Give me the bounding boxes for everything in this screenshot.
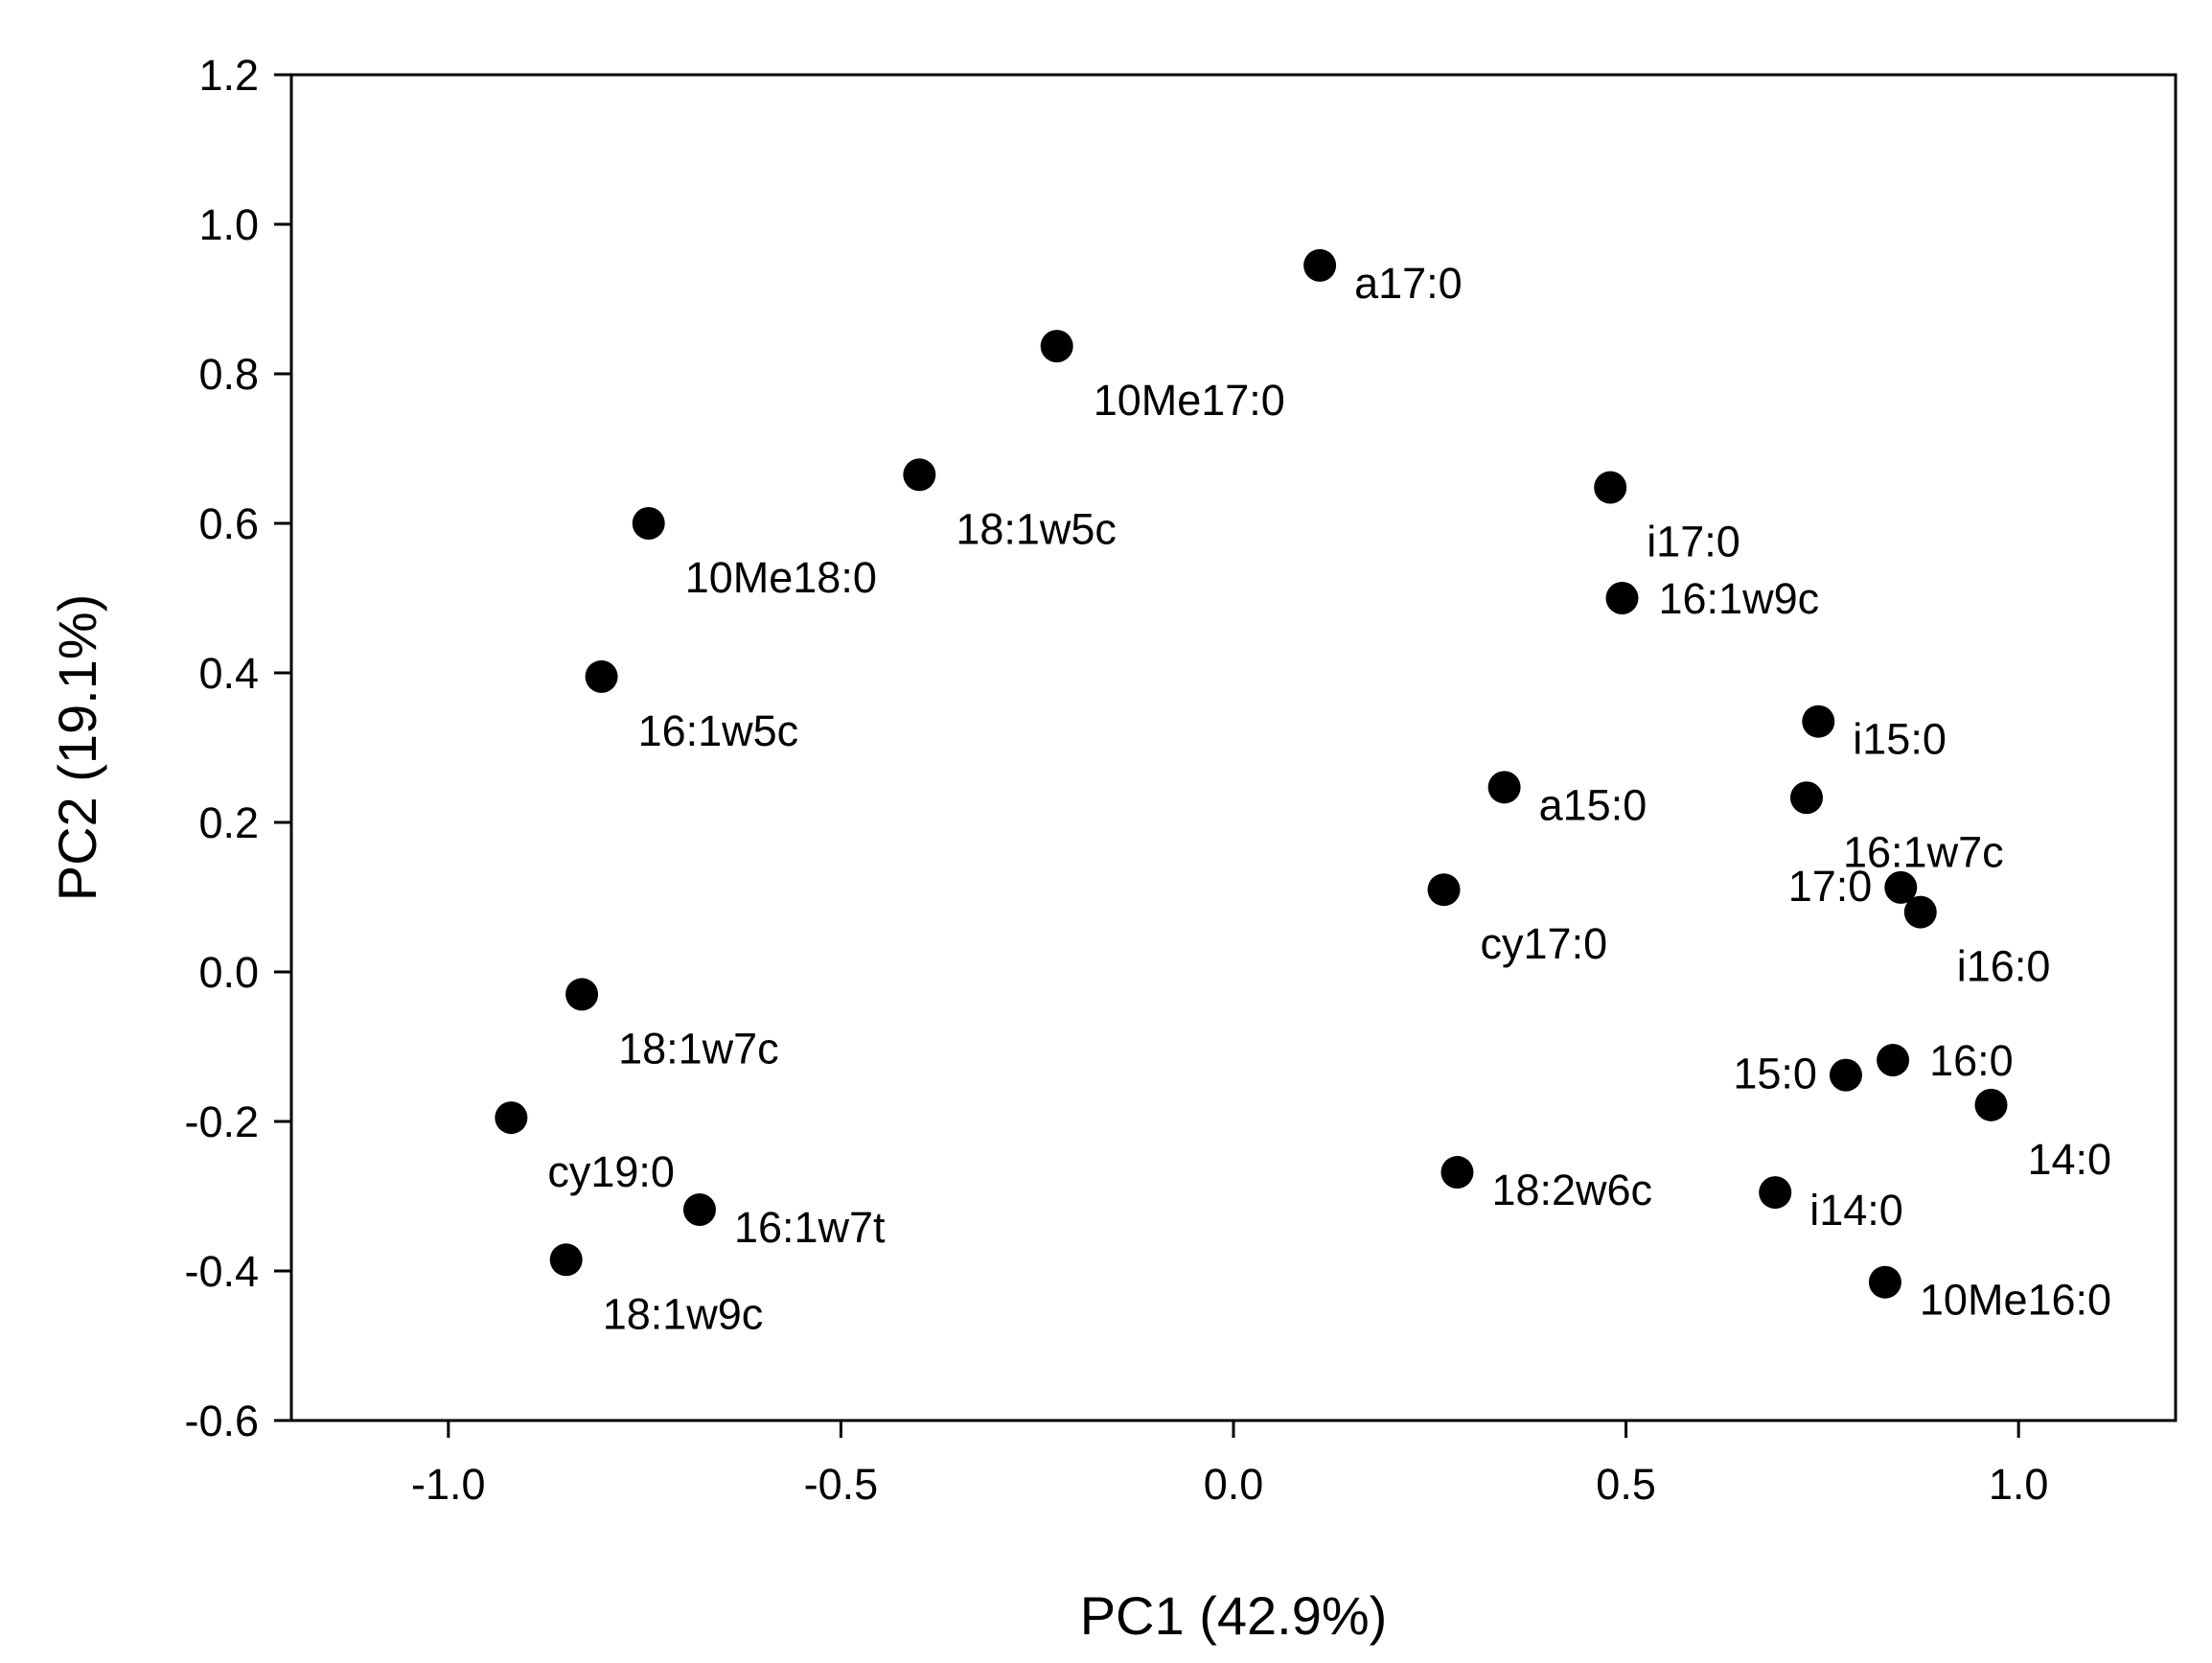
y-tick-label: 0.2 xyxy=(198,798,259,847)
data-point-marker xyxy=(903,458,936,492)
x-tick-label: -0.5 xyxy=(804,1460,879,1509)
data-point-marker xyxy=(1877,1044,1910,1077)
y-tick-label: -0.6 xyxy=(184,1397,259,1445)
data-point-label: 18:1w5c xyxy=(956,504,1117,553)
data-point-label: 14:0 xyxy=(2027,1135,2111,1184)
y-tick-label: 1.0 xyxy=(198,200,259,249)
y-axis: -0.6 -0.4 -0.2 0.0 0.2 0.4 0.6 0.8 1.0 1.2 xyxy=(184,51,291,1445)
data-point-marker xyxy=(1802,704,1835,738)
data-point-marker xyxy=(1829,1058,1862,1092)
data-point-marker xyxy=(1868,1265,1901,1299)
y-tick-label: -0.4 xyxy=(184,1247,259,1296)
data-point-label: a17:0 xyxy=(1354,259,1463,308)
y-tick-label: -0.2 xyxy=(184,1097,259,1146)
data-point-marker xyxy=(1040,330,1073,363)
data-point-label: cy17:0 xyxy=(1481,919,1608,968)
data-point-label: 10Me17:0 xyxy=(1094,376,1285,425)
y-tick-label: 0.8 xyxy=(198,350,259,399)
data-point-marker xyxy=(1789,781,1823,815)
data-point-marker xyxy=(1303,248,1337,282)
data-point-marker xyxy=(549,1243,583,1277)
x-axis-title: PC1 (42.9%) xyxy=(1080,1585,1388,1646)
y-tick-label: 0.6 xyxy=(198,499,259,548)
data-point-marker xyxy=(565,978,599,1011)
data-point-label: i17:0 xyxy=(1647,518,1740,566)
data-point-label: 16:0 xyxy=(1929,1036,2014,1085)
data-point-marker xyxy=(1594,471,1627,504)
data-point-label: 15:0 xyxy=(1733,1050,1817,1098)
data-point-marker xyxy=(1903,895,1937,929)
data-point-marker xyxy=(1440,1156,1474,1190)
y-tick-label: 0.0 xyxy=(198,948,259,997)
data-point-marker xyxy=(585,659,618,693)
data-point-label: i15:0 xyxy=(1853,715,1947,764)
data-point-marker xyxy=(1487,771,1521,804)
y-axis-title: PC2 (19.1%) xyxy=(47,594,107,902)
data-point-marker xyxy=(1605,582,1639,614)
data-point-label: 17:0 xyxy=(1788,862,1873,911)
data-point-label: 18:1w9c xyxy=(603,1289,764,1338)
data-point-marker xyxy=(1974,1088,2008,1121)
data-point-label: i16:0 xyxy=(1957,942,2051,991)
data-point-label: i14:0 xyxy=(1809,1186,1903,1235)
data-point-label: cy19:0 xyxy=(547,1147,675,1196)
data-point-label: 16:1w7t xyxy=(734,1203,886,1252)
x-tick-label: 1.0 xyxy=(1989,1460,2049,1509)
data-point-label: 10Me18:0 xyxy=(685,553,877,602)
x-axis: -1.0 -0.5 0.0 0.5 1.0 xyxy=(411,1420,2048,1509)
data-point-marker xyxy=(1884,870,1918,904)
x-tick-label: 0.0 xyxy=(1204,1460,1264,1509)
data-point-marker xyxy=(495,1101,528,1135)
data-point-label: 10Me16:0 xyxy=(1920,1276,2111,1325)
data-point-label: 16:1w5c xyxy=(638,706,799,755)
data-point-marker xyxy=(632,507,665,540)
data-point-marker xyxy=(1759,1176,1792,1210)
data-point-label: a15:0 xyxy=(1539,780,1647,829)
data-point-label: 18:1w7c xyxy=(618,1024,779,1073)
data-points: a17:0 10Me17:0 18:1w5c 10Me18:0 16:1w5c i17:0… xyxy=(495,248,2111,1338)
data-point-label: 18:2w6c xyxy=(1491,1166,1652,1214)
data-point-marker xyxy=(682,1193,716,1227)
x-tick-label: -1.0 xyxy=(411,1460,486,1509)
data-point-marker xyxy=(1427,873,1461,907)
y-tick-label: 1.2 xyxy=(198,51,259,100)
x-tick-label: 0.5 xyxy=(1596,1460,1656,1509)
data-point-label: 16:1w9c xyxy=(1658,574,1819,623)
y-tick-label: 0.4 xyxy=(198,649,259,698)
data-point-label: 16:1w7c xyxy=(1843,827,2004,876)
